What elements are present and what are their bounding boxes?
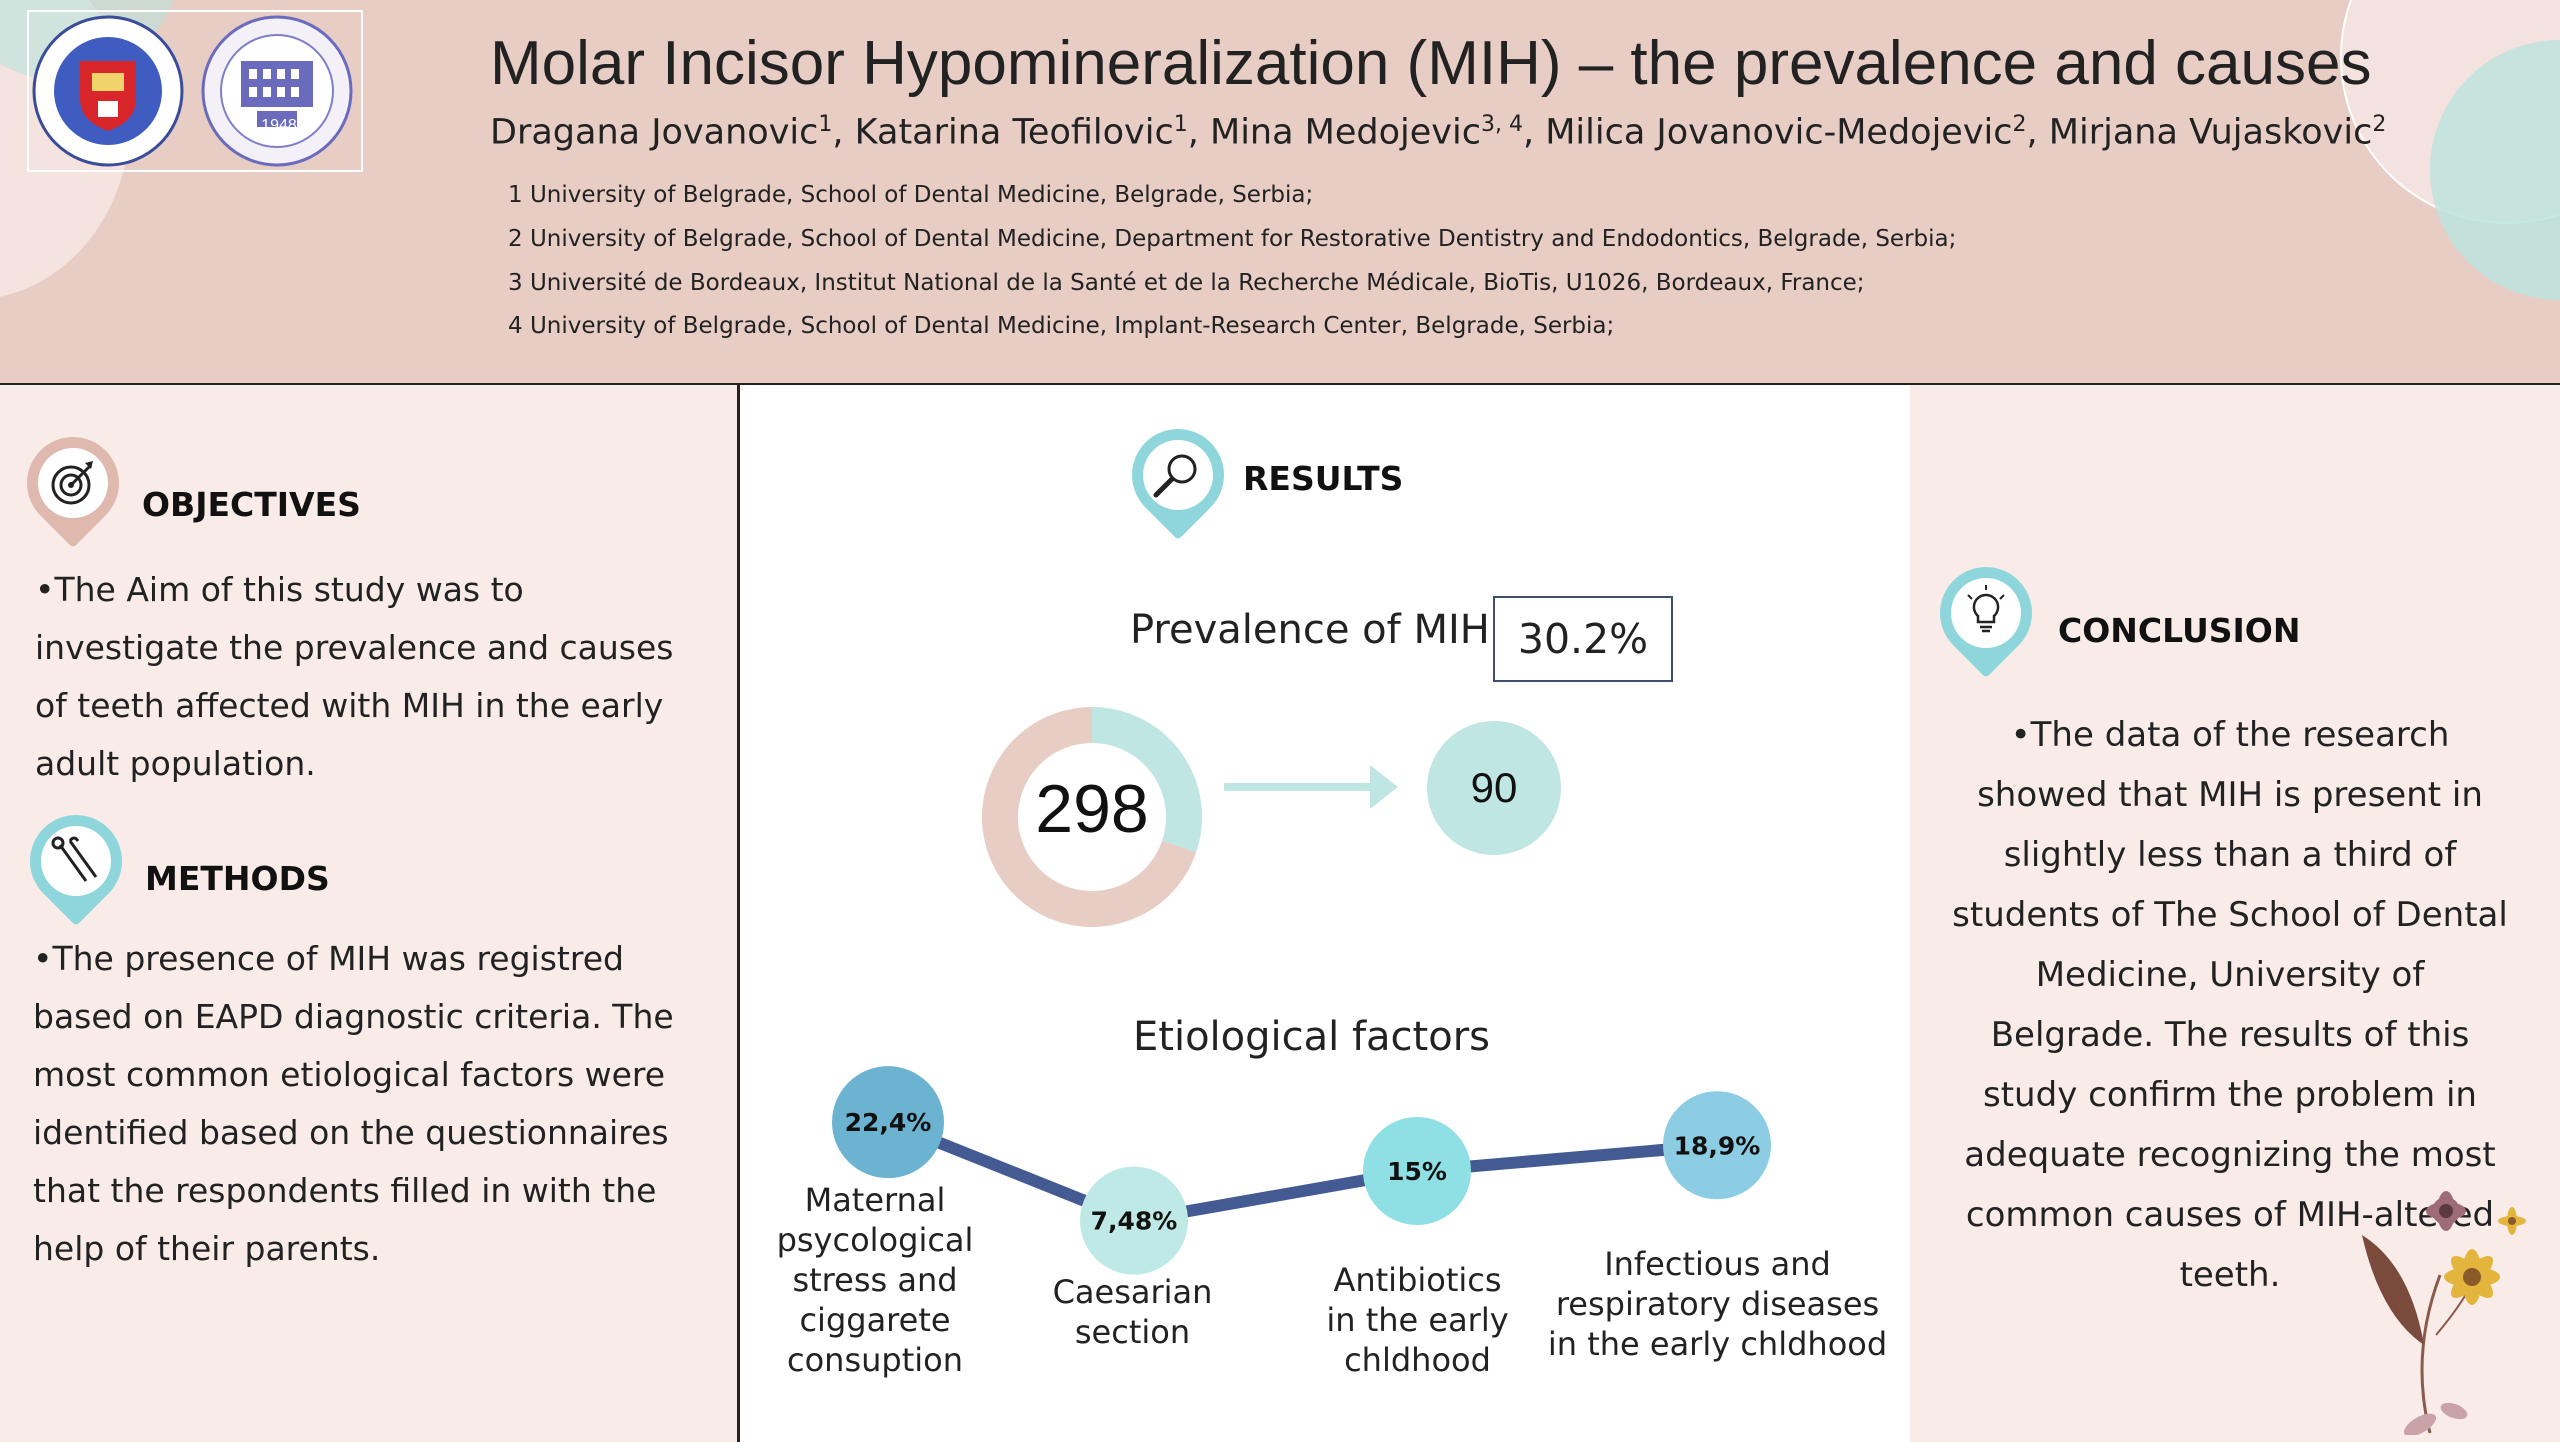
university-seal-logo xyxy=(32,15,184,167)
prevalence-arrow xyxy=(1224,765,1398,809)
etiology-data-point xyxy=(1663,1091,1771,1200)
author-list: Dragana Jovanovic1, Katarina Teofilovic1… xyxy=(490,112,2386,153)
prevalence-donut-chart xyxy=(982,707,1202,927)
objectives-text: •The Aim of this study was to investigat… xyxy=(35,570,674,783)
etiology-data-point xyxy=(1080,1166,1188,1275)
etiology-line-chart: 22,4% 7,48% 15% 18,9% xyxy=(832,1066,1771,1275)
etiology-category-label: Antibiotics in the early chldhood xyxy=(1326,1261,1509,1379)
etiology-value-label: 18,9% xyxy=(1674,1131,1761,1160)
author-affiliation-marker: 2 xyxy=(2372,112,2387,137)
conclusion-heading: CONCLUSION xyxy=(2058,611,2301,650)
donut-total-label: 298 xyxy=(1035,771,1149,847)
etiology-value-label: 22,4% xyxy=(845,1108,932,1137)
faculty-seal-year: 1948 xyxy=(261,117,297,134)
etiology-category-label: Caesarian section xyxy=(1052,1273,1213,1351)
author-name: Mina Medojevic xyxy=(1210,112,1481,153)
etiology-category-label: Maternal psycological stress and ciggare… xyxy=(776,1181,974,1379)
affiliation-line: 2 University of Belgrade, School of Dent… xyxy=(508,226,1957,252)
target-icon xyxy=(51,461,93,505)
author-name: Milica Jovanovic-Medojevic xyxy=(1545,112,2013,153)
affected-count-circle: 90 xyxy=(1427,721,1561,855)
etiology-data-point xyxy=(1363,1117,1471,1225)
faculty-seal-logo xyxy=(201,15,353,167)
right-panel: CONCLUSION •The data of the research sho… xyxy=(1910,383,2560,1442)
poster-title: Molar Incisor Hypomineralization (MIH) –… xyxy=(490,29,2372,98)
affiliation-line: 1 University of Belgrade, School of Dent… xyxy=(508,182,1314,208)
etiology-value-label: 15% xyxy=(1387,1157,1447,1186)
results-heading: RESULTS xyxy=(1243,459,1404,498)
methods-heading: METHODS xyxy=(145,859,330,898)
logo-panel: 1948 xyxy=(27,10,363,172)
objectives-heading: OBJECTIVES xyxy=(142,485,361,524)
etiology-value-label: 7,48% xyxy=(1091,1207,1178,1236)
author-affiliation-marker: 1 xyxy=(818,112,833,137)
donut-slice xyxy=(982,707,1197,927)
author-affiliation-marker: 3, 4 xyxy=(1480,112,1523,137)
author-affiliation-marker: 1 xyxy=(1173,112,1188,137)
author-separator: , xyxy=(1522,112,1546,153)
author-separator: , xyxy=(832,112,855,153)
methods-text: •The presence of MIH was registred based… xyxy=(33,939,674,1268)
affiliation-line: 4 University of Belgrade, School of Dent… xyxy=(508,313,1615,339)
results-panel: RESULTS xyxy=(737,383,1913,1442)
affected-count-label: 90 xyxy=(1470,764,1518,811)
author-affiliation-marker: 2 xyxy=(2012,112,2027,137)
flower-decoration xyxy=(2362,1191,2526,1435)
author-name: Dragana Jovanovic xyxy=(490,112,819,153)
conclusion-text: •The data of the research showed that MI… xyxy=(1952,715,2508,1295)
prevalence-heading: Prevalence of MIH xyxy=(1130,607,1490,653)
etiology-heading: Etiological factors xyxy=(1133,1014,1490,1060)
lightbulb-icon xyxy=(1967,585,2005,633)
left-panel: OBJECTIVES •The Aim of this study was to… xyxy=(0,383,737,1442)
author-name: Mirjana Vujaskovic xyxy=(2048,112,2373,153)
etiology-category-label: Infectious and respiratory diseases in t… xyxy=(1547,1245,1888,1363)
author-separator: , xyxy=(1187,112,1210,153)
author-name: Katarina Teofilovic xyxy=(854,112,1174,153)
author-separator: , xyxy=(2026,112,2049,153)
etiology-data-point xyxy=(832,1066,944,1179)
dental-tools-icon xyxy=(51,836,98,882)
donut-slice xyxy=(1091,707,1202,853)
poster-header: 1948 Molar Incisor Hypomineralization (M… xyxy=(0,0,2560,383)
affiliation-line: 3 Université de Bordeaux, Institut Natio… xyxy=(508,270,1865,296)
magnifier-icon xyxy=(1153,454,1197,498)
prevalence-value-box: 30.2% xyxy=(1493,596,1673,682)
